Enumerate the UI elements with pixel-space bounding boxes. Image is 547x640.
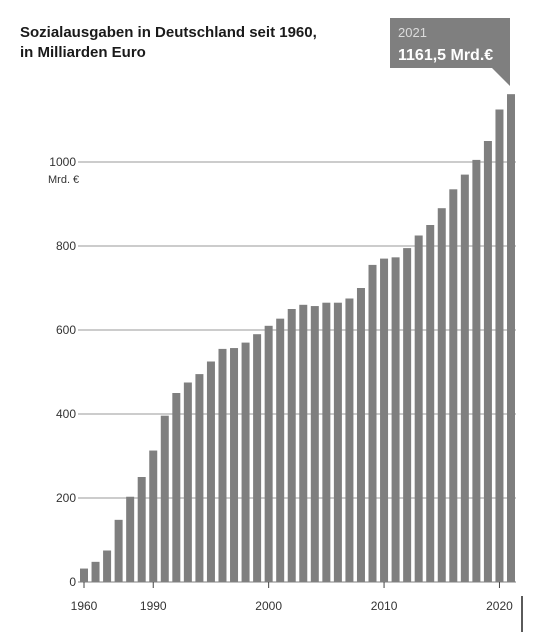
bar-1997: [230, 348, 239, 582]
y-tick-label: 800: [56, 239, 76, 253]
y-tick-label: 400: [56, 407, 76, 421]
x-tick-label: 1960: [71, 599, 98, 613]
callout-box: [390, 18, 510, 86]
bar-2004: [310, 306, 319, 582]
x-tick-label: 2000: [255, 599, 282, 613]
bar-1970: [103, 550, 112, 582]
bar-2020: [495, 109, 504, 582]
bar-1998: [241, 342, 250, 582]
x-tick-label: 2020: [486, 599, 513, 613]
callout-value: 1161,5 Mrd.€: [398, 47, 493, 64]
y-tick-label: 200: [56, 491, 76, 505]
bar-1993: [183, 382, 192, 582]
bar-2006: [333, 302, 342, 582]
bar-2017: [460, 174, 469, 582]
y-tick-labels: 0 200 400 600 800 1000: [49, 155, 76, 589]
bar-1985: [137, 477, 146, 582]
bar-1960: [80, 568, 88, 582]
bar-2001: [276, 318, 285, 582]
bar-2016: [449, 189, 458, 583]
bar-2002: [287, 309, 296, 582]
bar-2012: [403, 248, 412, 582]
bar-2010: [380, 258, 389, 582]
bar-1965: [91, 561, 100, 582]
bar-2000: [264, 325, 273, 582]
bar-2003: [299, 304, 308, 582]
bar-2007: [345, 298, 354, 582]
bar-1999: [253, 334, 262, 582]
bar-2011: [391, 257, 400, 582]
chart-title-line2: in Milliarden Euro: [20, 44, 146, 61]
bars: [80, 94, 515, 583]
bar-1995: [206, 361, 215, 582]
bar-1994: [195, 374, 204, 582]
bar-2015: [437, 208, 446, 582]
bar-2005: [322, 302, 331, 582]
bar-2014: [426, 225, 435, 582]
bar-2019: [483, 141, 492, 582]
bar-1975: [114, 519, 123, 582]
callout-year: 2021: [398, 25, 427, 40]
bar-1990: [149, 450, 158, 582]
x-tick-label: 1990: [140, 599, 167, 613]
bar-2009: [368, 264, 377, 582]
chart-title-line1: Sozialausgaben in Deutschland seit 1960,: [20, 24, 317, 41]
x-ticks: 1960 1990 2000 2010 2020: [71, 582, 513, 613]
bar-1996: [218, 348, 227, 582]
y-tick-label: 600: [56, 323, 76, 337]
bar-1980: [126, 496, 135, 582]
bar-2018: [472, 159, 481, 582]
y-tick-label: 1000: [49, 155, 76, 169]
y-tick-label: 0: [69, 575, 76, 589]
bar-2008: [356, 288, 365, 582]
bar-1991: [160, 415, 169, 582]
bar-1992: [172, 393, 181, 582]
bar-2013: [414, 235, 423, 582]
bar-2021: [507, 94, 515, 583]
callout: 2021 1161,5 Mrd.€: [390, 18, 510, 86]
x-tick-label: 2010: [371, 599, 398, 613]
unit-label: Mrd. €: [48, 174, 79, 186]
